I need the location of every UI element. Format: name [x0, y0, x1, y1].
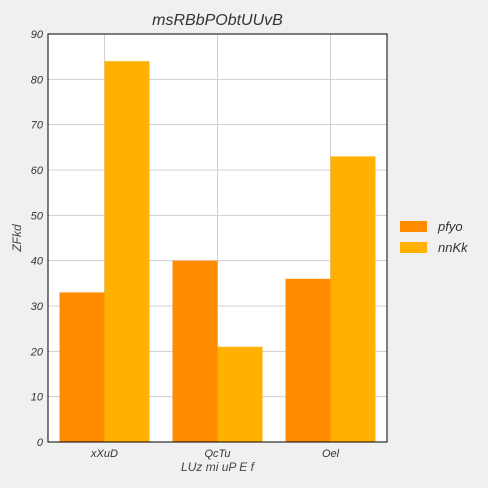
y-tick-label: 40: [31, 256, 44, 268]
chart-title: msRBbPObtUUvB: [152, 12, 283, 29]
legend-label-pfyo: pfyo: [437, 219, 463, 234]
bar-pfyo: [285, 278, 331, 442]
legend: pfyo nnKk: [400, 219, 469, 255]
x-axis-title: LUz mi uP E f: [181, 460, 256, 474]
y-tick-label: 10: [31, 392, 44, 404]
bar-nnKk: [330, 156, 376, 442]
legend-label-nnKk: nnKk: [438, 240, 469, 255]
bar-pfyo: [59, 292, 105, 442]
bars: [59, 61, 376, 442]
y-tick-label: 0: [37, 437, 44, 449]
plot-frame: [47, 33, 388, 443]
x-tick-label: QcTu: [204, 448, 230, 460]
legend-swatch-pfyo: [400, 221, 427, 232]
y-tick-label: 70: [31, 120, 44, 132]
y-tick-label: 60: [31, 165, 44, 177]
y-tick-label: 80: [31, 74, 44, 86]
x-tick-label: Oel: [322, 448, 340, 460]
y-tick-label: 90: [31, 29, 44, 41]
x-tick-label: xXuD: [90, 448, 118, 460]
y-tick-label: 30: [31, 301, 44, 313]
y-tick-label: 50: [31, 210, 44, 222]
y-tick-labels: 0 10 20 30 40 50 60 70 80 90: [30, 29, 44, 449]
legend-swatch-nnKk: [400, 242, 427, 253]
x-tick-labels: xXuD QcTu Oel: [90, 448, 340, 460]
bar-nnKk: [217, 346, 263, 442]
y-tick-label: 20: [30, 346, 44, 358]
bar-pfyo: [172, 260, 218, 442]
y-axis-title: ZFkd: [10, 224, 24, 253]
bar-nnKk: [104, 61, 150, 442]
